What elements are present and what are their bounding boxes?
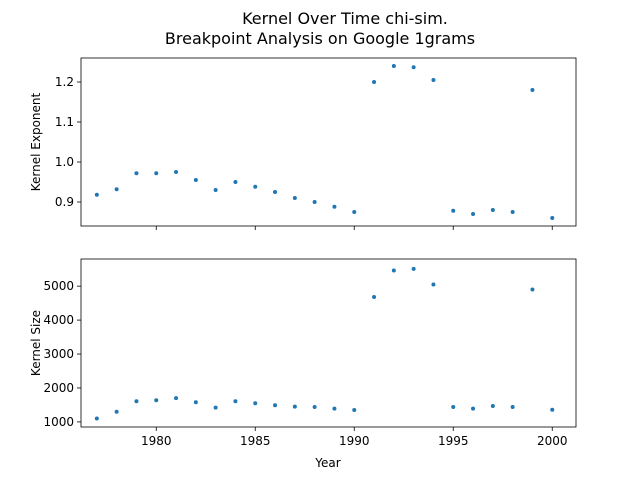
- data-point: [411, 65, 416, 70]
- data-point: [94, 416, 99, 421]
- data-point: [134, 171, 139, 176]
- data-point: [490, 403, 495, 408]
- chart-title-line-2: Breakpoint Analysis on Google 1grams: [165, 29, 475, 48]
- data-point: [510, 404, 515, 409]
- data-point: [94, 192, 99, 197]
- data-point: [292, 404, 297, 409]
- data-point: [372, 295, 377, 300]
- data-point: [213, 405, 218, 410]
- data-point: [193, 400, 198, 405]
- x-tick-label: 1990: [339, 434, 370, 448]
- data-point: [471, 212, 476, 216]
- data-point: [233, 399, 238, 404]
- data-point: [233, 180, 238, 184]
- data-point: [312, 200, 317, 204]
- data-point: [372, 80, 377, 84]
- y-tick-label: 3000: [43, 347, 74, 361]
- data-point: [530, 287, 535, 292]
- x-tick-label: 1985: [240, 434, 271, 448]
- data-point: [391, 64, 396, 68]
- data-point: [550, 407, 555, 412]
- data-point: [530, 88, 535, 92]
- data-point: [292, 196, 297, 200]
- data-point: [411, 266, 416, 271]
- data-point: [431, 78, 436, 82]
- top-panel-kernel-exponent: 0.9 1.0 1.1 1.2 Kernel Exponent: [29, 57, 577, 230]
- data-point: [114, 187, 119, 192]
- data-point: [253, 184, 258, 189]
- data-point: [391, 268, 396, 273]
- y-tick-label: 2000: [43, 381, 74, 395]
- y-axis-label: Kernel Size: [29, 310, 43, 376]
- data-point: [193, 178, 198, 182]
- data-point: [352, 210, 357, 214]
- data-point: [253, 401, 258, 406]
- y-tick-label: 5000: [43, 279, 74, 293]
- y-axis-label: Kernel Exponent: [29, 92, 43, 191]
- x-tick-label: 1995: [438, 434, 469, 448]
- axes-frame: [80, 258, 577, 428]
- data-point: [471, 406, 476, 411]
- data-point: [154, 171, 159, 176]
- x-tick-label: 1980: [141, 434, 172, 448]
- axes-frame: [80, 57, 577, 227]
- y-tick-label: 4000: [43, 313, 74, 327]
- y-tick-label: 1.1: [55, 115, 74, 129]
- data-point: [332, 406, 337, 411]
- data-point: [213, 188, 218, 192]
- y-tick-label: 1000: [43, 415, 74, 429]
- y-tick-label: 1.0: [55, 155, 74, 169]
- data-point: [273, 190, 278, 194]
- y-tick-label: 0.9: [55, 195, 74, 209]
- chart-title-line-1: Kernel Over Time chi-sim.: [242, 9, 448, 28]
- x-axis-label: Year: [314, 456, 340, 470]
- data-point: [451, 404, 456, 409]
- data-point: [490, 208, 495, 212]
- bottom-panel-kernel-size: 1000 2000 3000 4000 5000 1980 1985 1990 1995 2000…: [29, 258, 577, 448]
- y-tick-label: 1.2: [55, 75, 74, 89]
- data-point: [431, 282, 436, 287]
- data-point: [134, 399, 139, 404]
- x-tick-label: 2000: [537, 434, 568, 448]
- data-point: [174, 170, 179, 174]
- data-point: [174, 396, 179, 401]
- data-point: [332, 204, 337, 209]
- data-point: [312, 404, 317, 409]
- data-point: [451, 208, 456, 213]
- data-point: [550, 216, 555, 220]
- data-point: [352, 408, 357, 413]
- data-point: [510, 210, 515, 214]
- data-point: [114, 409, 119, 414]
- data-point: [273, 403, 278, 408]
- data-point: [154, 398, 159, 403]
